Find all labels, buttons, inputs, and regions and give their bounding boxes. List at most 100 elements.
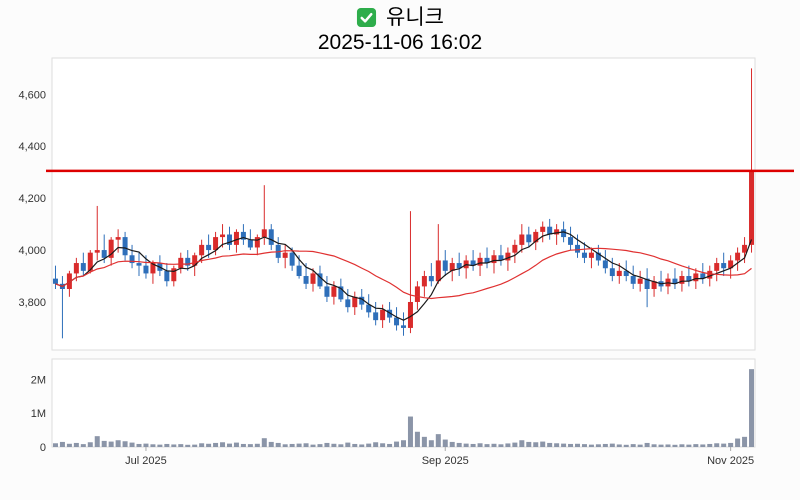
volume-bar [533,442,539,447]
volume-bar [359,444,365,447]
candle-body [261,229,267,238]
candle-body [442,260,448,271]
volume-bar [87,442,93,447]
candle-body [331,286,337,297]
volume-bar [220,442,226,447]
volume-bar [164,443,170,447]
candle-body [575,244,581,253]
candle-body [588,252,594,258]
candle-body [366,304,372,313]
volume-bar [226,443,232,447]
volume-bar [658,444,664,447]
volume-bar [240,443,246,447]
candle-body [268,229,274,245]
candle-body [185,257,191,266]
candle-body [94,250,100,253]
volume-bar [637,444,643,447]
volume-bar [143,443,149,447]
candle-body [220,234,226,238]
volume-bar [157,444,163,447]
volume-bar [686,444,692,447]
candle-body [289,252,295,266]
candle-body [199,244,205,256]
volume-bar [630,444,636,447]
candle-body [477,257,483,266]
chart-timestamp: 2025-11-06 16:02 [317,31,483,54]
candle-body [247,239,253,248]
volume-bar [310,444,316,447]
candle-body [324,286,330,297]
volume-bar [352,443,358,447]
volume-bar [317,444,323,447]
volume-bar [665,444,671,447]
candle-body [651,281,657,290]
candle-body [707,270,713,279]
candle-body [101,250,107,258]
y-axis-tick-label: 4,200 [18,193,46,205]
candle-body [66,273,72,290]
candle-body [317,273,323,287]
volume-bar [581,444,587,447]
candle-body [338,286,344,300]
candle-body [693,273,699,282]
volume-plot-area [51,358,756,448]
candle-body [296,265,302,277]
volume-bar [73,442,79,447]
x-axis-tick-label: Jul 2025 [125,455,167,467]
volume-bar [233,442,239,447]
volume-bar [115,440,121,447]
volume-bar [414,431,420,447]
candle-body [164,270,170,282]
candle-body [505,252,511,261]
candle-body [213,237,219,251]
volume-bar [435,434,441,447]
candle-body [540,226,546,232]
volume-bar [192,444,198,447]
candle-body [233,231,239,245]
candle-body [602,260,608,269]
volume-axis-tick-label: 0 [40,442,46,454]
price-plot-area [51,57,756,351]
candle-body [122,237,128,256]
candle-body [310,273,316,284]
volume-bar [401,440,406,447]
volume-bar [742,436,748,447]
volume-bar [651,444,657,447]
candle-body [637,278,643,284]
volume-bar [136,443,142,447]
volume-bar [442,439,448,447]
x-axis-tick-label: Sep 2025 [422,455,469,467]
candle-body [595,252,601,261]
volume-bar [303,443,309,447]
volume-bar [561,443,567,447]
volume-bar [94,436,100,447]
volume-bar [602,443,608,447]
volume-bar [547,442,553,447]
candle-body [254,237,260,248]
candle-body [484,257,490,264]
candle-body [352,296,358,308]
candle-body [623,270,629,277]
volume-bar [380,443,386,447]
volume-bar [714,443,720,447]
candle-body [73,263,79,274]
y-axis-tick-label: 4,400 [18,141,46,153]
volume-bar [407,416,413,447]
volume-bar [540,441,546,447]
candle-body [359,296,365,305]
candle-body [498,255,504,261]
moving-average-line [55,231,753,321]
candle-body [143,265,149,274]
volume-bar [289,443,295,447]
volume-bar [268,441,274,447]
volume-bar [150,444,156,447]
volume-bar [449,441,455,447]
candle-body [192,255,198,266]
volume-bar [80,444,86,447]
volume-bar [171,444,177,447]
volume-bar [679,444,685,447]
volume-bar [331,443,337,447]
volume-bar [554,443,560,447]
volume-bar [749,369,755,447]
